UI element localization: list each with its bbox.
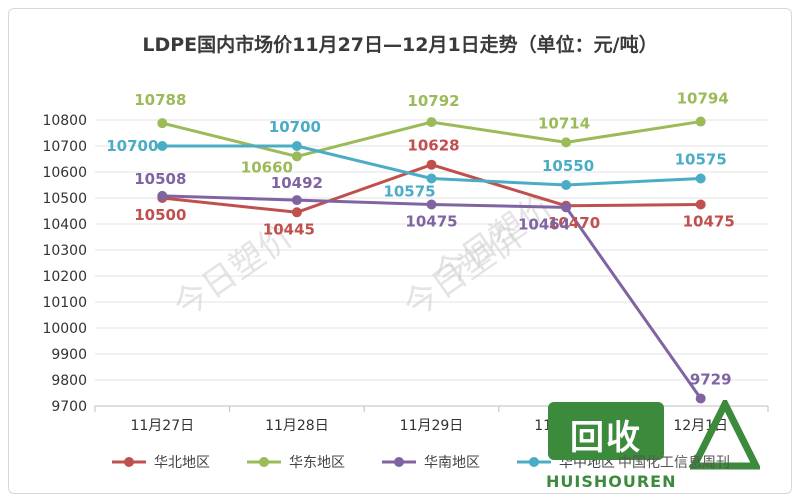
legend-label: 华北地区 bbox=[154, 455, 210, 471]
data-point bbox=[426, 199, 437, 210]
data-label: 10700 bbox=[269, 118, 321, 136]
y-tick-label: 10000 bbox=[42, 321, 87, 337]
data-label: 10792 bbox=[407, 92, 459, 110]
data-label: 10550 bbox=[542, 157, 594, 175]
data-point bbox=[157, 190, 168, 201]
legend-label: 华东地区 bbox=[289, 455, 345, 471]
y-tick-label: 10800 bbox=[42, 113, 87, 129]
source-credit: 中国化工信息周刊 bbox=[618, 455, 730, 471]
data-label: 10794 bbox=[677, 90, 729, 108]
data-point bbox=[695, 116, 706, 127]
data-label: 10628 bbox=[407, 137, 459, 155]
data-point bbox=[561, 202, 572, 213]
data-point bbox=[426, 159, 437, 170]
y-tick-label: 9900 bbox=[51, 347, 87, 363]
legend-marker bbox=[529, 457, 539, 467]
y-tick-label: 10500 bbox=[42, 191, 87, 207]
data-label: 10500 bbox=[134, 206, 186, 224]
y-tick-label: 9800 bbox=[51, 373, 87, 389]
data-label: 10445 bbox=[263, 220, 315, 238]
watermark: 今日塑价 bbox=[427, 186, 561, 297]
data-point bbox=[291, 195, 302, 206]
data-label: 10700 bbox=[106, 137, 158, 155]
data-point bbox=[157, 141, 168, 151]
recycle-triangle-icon bbox=[690, 400, 760, 470]
data-point bbox=[695, 199, 706, 210]
legend-marker bbox=[124, 457, 134, 467]
y-tick-label: 10400 bbox=[42, 217, 87, 233]
data-point bbox=[426, 117, 437, 128]
recycler-logo: 回收 HUISHOUREN bbox=[546, 402, 675, 491]
data-label: 10575 bbox=[675, 151, 727, 169]
legend-marker bbox=[259, 457, 269, 467]
x-tick-label: 11月28日 bbox=[265, 418, 329, 434]
chart-title: LDPE国内市场价11月27日—12月1日走势（单位：元/吨） bbox=[142, 34, 658, 56]
data-point bbox=[561, 180, 572, 190]
y-tick-label: 10300 bbox=[42, 243, 87, 259]
legend-label: 华南地区 bbox=[424, 455, 480, 471]
data-label: 10660 bbox=[241, 158, 293, 176]
logo-box bbox=[548, 402, 664, 460]
data-label: 10475 bbox=[683, 213, 735, 231]
data-point bbox=[695, 393, 706, 404]
data-point bbox=[561, 137, 572, 148]
data-point bbox=[291, 207, 302, 218]
data-point bbox=[291, 141, 302, 151]
y-tick-label: 10600 bbox=[42, 165, 87, 181]
data-point bbox=[695, 173, 706, 184]
data-label: 10464 bbox=[518, 215, 570, 233]
data-label: 9729 bbox=[690, 370, 732, 388]
logo-subtext: HUISHOUREN bbox=[546, 472, 677, 491]
data-point bbox=[426, 173, 437, 184]
data-label: 10788 bbox=[134, 91, 186, 109]
y-tick-label: 10200 bbox=[42, 269, 87, 285]
y-tick-label: 9700 bbox=[51, 399, 87, 415]
x-tick-label: 11月27日 bbox=[130, 418, 194, 434]
data-point bbox=[291, 151, 302, 162]
y-tick-label: 10100 bbox=[42, 295, 87, 311]
data-label: 10470 bbox=[548, 214, 600, 232]
legend-marker bbox=[394, 457, 404, 467]
x-tick-label: 11月29日 bbox=[400, 418, 464, 434]
logo-text: 回收 bbox=[570, 418, 642, 458]
y-tick-label: 10700 bbox=[42, 139, 87, 155]
data-label: 10475 bbox=[405, 213, 457, 231]
data-label: 10714 bbox=[538, 114, 590, 132]
data-label: 10492 bbox=[271, 174, 323, 192]
data-label: 10508 bbox=[134, 170, 186, 188]
data-point bbox=[157, 118, 168, 129]
data-label: 10575 bbox=[383, 183, 435, 201]
